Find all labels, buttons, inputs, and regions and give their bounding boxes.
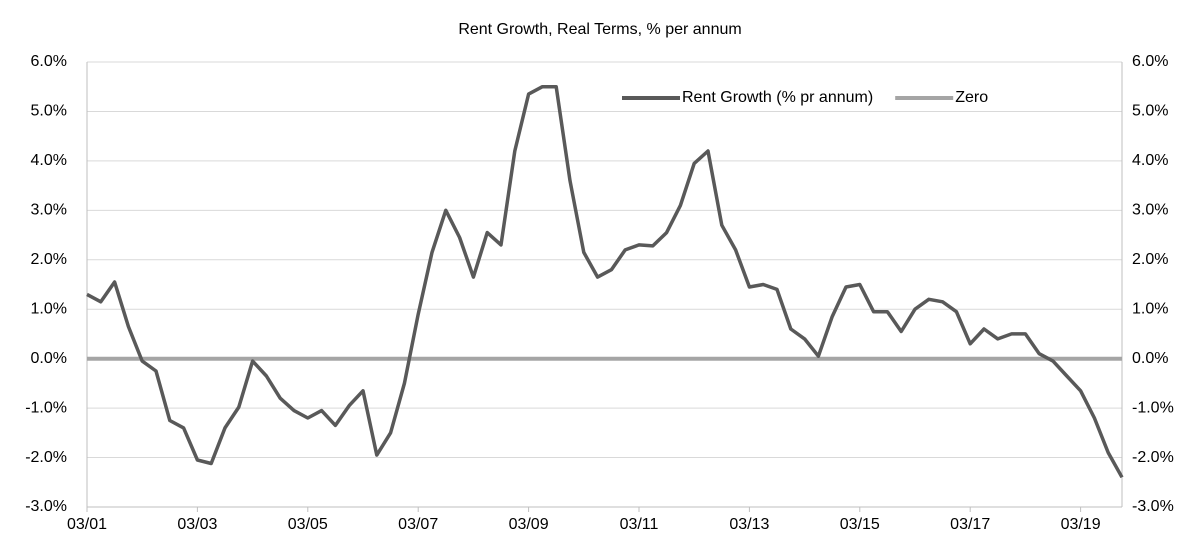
series-line bbox=[86, 84, 1124, 479]
legend-label: Rent Growth (% pr annum) bbox=[682, 89, 873, 106]
x-tick-label: 03/07 bbox=[398, 516, 438, 533]
x-tick-label: 03/03 bbox=[177, 516, 217, 533]
x-tick-label: 03/09 bbox=[509, 516, 549, 533]
y2-tick-label: 5.0% bbox=[1132, 103, 1168, 120]
y2-tick-label: 0.0% bbox=[1132, 350, 1168, 367]
y2-tick-label: 1.0% bbox=[1132, 300, 1168, 317]
y-tick-label: -2.0% bbox=[25, 449, 67, 466]
x-tick-label: 03/05 bbox=[288, 516, 328, 533]
y-tick-label: 1.0% bbox=[31, 300, 67, 317]
y-tick-label: 4.0% bbox=[31, 152, 67, 169]
x-tick-label: 03/19 bbox=[1061, 516, 1101, 533]
y2-tick-label: 3.0% bbox=[1132, 202, 1168, 219]
y-tick-label: -1.0% bbox=[25, 399, 67, 416]
y2-tick-label: -3.0% bbox=[1132, 498, 1174, 515]
x-tick-label: 03/13 bbox=[729, 516, 769, 533]
y2-tick-label: -2.0% bbox=[1132, 449, 1174, 466]
y-tick-label: 5.0% bbox=[31, 103, 67, 120]
y-tick-label: 0.0% bbox=[31, 350, 67, 367]
y2-tick-label: 6.0% bbox=[1132, 53, 1168, 70]
y-tick-label: 3.0% bbox=[31, 202, 67, 219]
x-tick-label: 03/01 bbox=[67, 516, 107, 533]
y-tick-label: 2.0% bbox=[31, 251, 67, 268]
y2-tick-label: 4.0% bbox=[1132, 152, 1168, 169]
x-tick-label: 03/11 bbox=[620, 516, 659, 533]
y-tick-label: 6.0% bbox=[31, 53, 67, 70]
chart-title: Rent Growth, Real Terms, % per annum bbox=[458, 21, 741, 38]
y2-tick-label: -1.0% bbox=[1132, 399, 1174, 416]
y-tick-label: -3.0% bbox=[25, 498, 67, 515]
y2-tick-label: 2.0% bbox=[1132, 251, 1168, 268]
x-tick-label: 03/17 bbox=[950, 516, 990, 533]
legend-label: Zero bbox=[955, 89, 988, 106]
x-tick-label: 03/15 bbox=[840, 516, 880, 533]
